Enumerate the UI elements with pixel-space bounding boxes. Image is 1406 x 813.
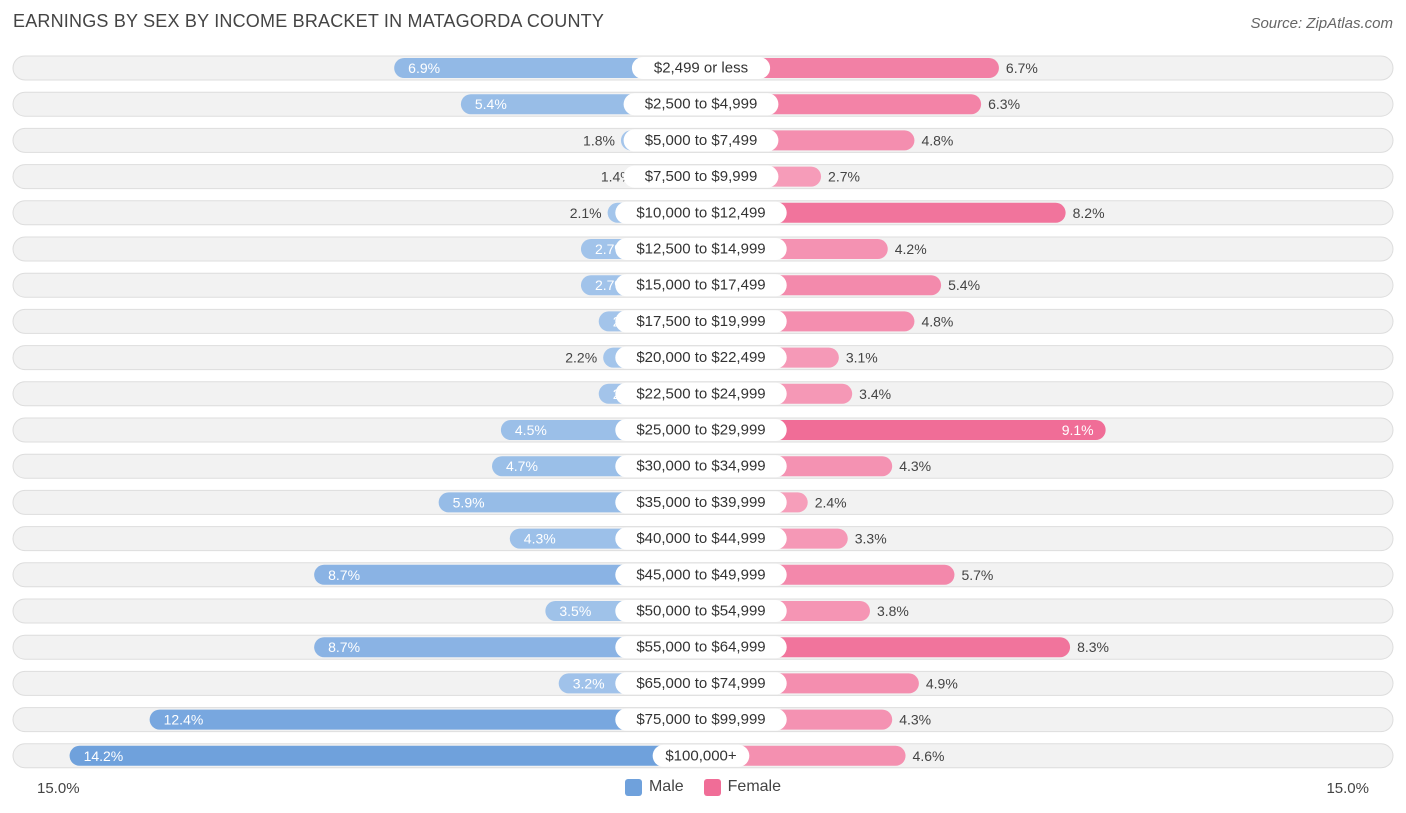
value-label-male: 5.9% <box>453 494 485 510</box>
category-label: $35,000 to $39,999 <box>636 494 765 511</box>
bar-female <box>701 745 906 766</box>
value-label-female: 4.2% <box>895 241 927 257</box>
value-label-female: 4.8% <box>921 132 953 148</box>
value-label-female: 2.7% <box>828 169 860 185</box>
value-label-male: 5.4% <box>475 96 507 112</box>
value-label-female: 4.6% <box>913 748 945 764</box>
value-label-male: 8.7% <box>328 567 360 583</box>
category-label-background <box>615 708 787 731</box>
category-label-background <box>615 310 787 333</box>
axis-right-max-label: 15.0% <box>1326 780 1369 797</box>
category-label: $55,000 to $64,999 <box>636 639 765 656</box>
category-label-background <box>615 455 787 478</box>
value-label-female: 6.3% <box>988 96 1020 112</box>
category-label: $7,500 to $9,999 <box>645 168 758 185</box>
category-label: $10,000 to $12,499 <box>636 204 765 221</box>
category-label: $12,500 to $14,999 <box>636 241 765 258</box>
bar-female <box>701 202 1066 223</box>
category-label-background <box>623 165 779 188</box>
value-label-female: 4.3% <box>899 712 931 728</box>
value-label-female: 2.4% <box>815 494 847 510</box>
value-label-male: 2.2% <box>565 350 597 366</box>
category-label-background <box>615 600 787 622</box>
value-label-male: 12.4% <box>164 712 204 728</box>
category-label-background <box>615 346 787 369</box>
value-label-male: 14.2% <box>84 748 124 764</box>
value-label-male: 6.9% <box>408 60 440 76</box>
category-label-background <box>615 274 787 297</box>
category-label: $2,500 to $4,999 <box>645 96 758 113</box>
axis-left-max-label: 15.0% <box>37 780 80 797</box>
category-label: $17,500 to $19,999 <box>636 313 765 330</box>
value-label-male: 3.5% <box>559 603 591 619</box>
category-label: $75,000 to $99,999 <box>636 711 765 728</box>
value-label-female: 9.1% <box>1062 422 1094 438</box>
category-label: $15,000 to $17,499 <box>636 277 765 294</box>
value-label-male: 4.7% <box>506 458 538 474</box>
value-label-male: 8.7% <box>328 639 360 655</box>
category-label: $50,000 to $54,999 <box>636 603 765 620</box>
category-label-background <box>631 57 771 79</box>
value-label-female: 8.2% <box>1073 205 1105 221</box>
category-label-background <box>615 419 787 441</box>
value-label-female: 4.3% <box>899 458 931 474</box>
category-label: $100,000+ <box>665 747 737 764</box>
chart-title: EARNINGS BY SEX BY INCOME BRACKET IN MAT… <box>13 11 605 31</box>
value-label-female: 4.8% <box>921 313 953 329</box>
legend-label-male: Male <box>648 778 684 795</box>
value-label-female: 4.9% <box>926 675 958 691</box>
bar-male <box>314 564 701 585</box>
category-label: $45,000 to $49,999 <box>636 566 765 583</box>
legend-item-female[interactable]: Female <box>703 778 782 796</box>
source-credit: Source: ZipAtlas.com <box>1250 15 1393 32</box>
bar-female <box>701 420 1106 440</box>
value-label-female: 3.1% <box>846 350 878 366</box>
category-label: $30,000 to $34,999 <box>636 458 765 475</box>
value-label-male: 2.1% <box>570 205 602 221</box>
bar-male <box>394 58 701 78</box>
bar-male <box>149 709 701 730</box>
category-label: $40,000 to $44,999 <box>636 530 765 547</box>
value-label-male: 4.3% <box>524 531 556 547</box>
bar-male <box>314 637 701 658</box>
category-label: $65,000 to $74,999 <box>636 675 765 692</box>
value-label-female: 3.4% <box>859 386 891 402</box>
legend-swatch-male <box>624 778 642 796</box>
value-label-female: 5.4% <box>948 277 980 293</box>
category-label: $20,000 to $22,499 <box>636 349 765 366</box>
value-label-female: 5.7% <box>961 567 993 583</box>
legend-label-female: Female <box>727 778 782 795</box>
bar-female <box>701 58 999 78</box>
value-label-female: 8.3% <box>1077 639 1109 655</box>
category-label: $2,499 or less <box>654 60 748 77</box>
bar-female <box>701 637 1071 658</box>
category-label: $22,500 to $24,999 <box>636 385 765 402</box>
category-label-background <box>623 93 779 116</box>
legend: Male Female <box>0 778 1406 796</box>
category-label: $25,000 to $29,999 <box>636 422 765 439</box>
category-label-background <box>652 744 750 767</box>
category-label-background <box>615 238 787 260</box>
value-label-female: 3.8% <box>877 603 909 619</box>
bar-male <box>69 745 701 766</box>
legend-item-male[interactable]: Male <box>624 778 684 796</box>
category-label: $5,000 to $7,499 <box>645 132 758 149</box>
category-label-background <box>615 563 787 586</box>
category-label-background <box>615 527 787 550</box>
category-label-background <box>615 201 787 224</box>
value-label-male: 4.5% <box>515 422 547 438</box>
category-label-background <box>615 491 787 514</box>
value-label-male: 1.8% <box>583 132 615 148</box>
value-label-female: 6.7% <box>1006 60 1038 76</box>
category-label-background <box>623 129 779 152</box>
legend-swatch-female <box>703 778 721 796</box>
category-label-background <box>615 636 787 659</box>
category-label-background <box>615 382 787 405</box>
value-label-female: 3.3% <box>855 531 887 547</box>
category-label-background <box>615 672 787 695</box>
value-label-male: 3.2% <box>573 675 605 691</box>
